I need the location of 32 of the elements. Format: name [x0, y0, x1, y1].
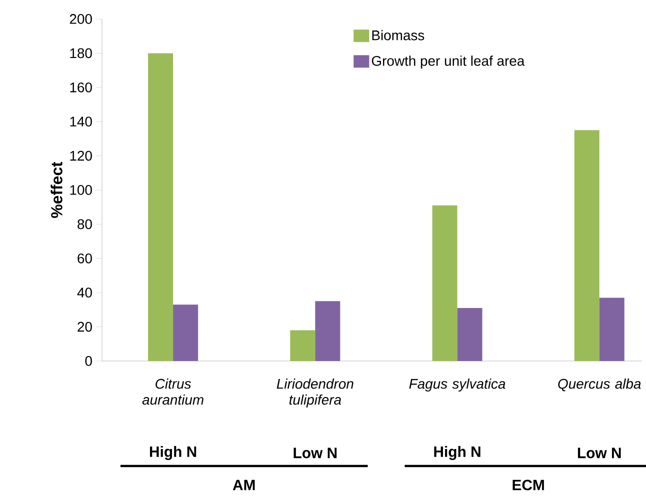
text: Low N — [578, 448, 621, 458]
text: High N — [434, 446, 480, 460]
legend-label: Growth per unit leaf area — [372, 56, 525, 69]
bar — [574, 130, 600, 361]
bar — [173, 304, 198, 361]
y-tick-label: 0 — [85, 356, 92, 366]
text: ECM — [512, 480, 544, 490]
x-tick-label: Fagus sylvatica — [409, 378, 506, 392]
text: Low N — [294, 448, 337, 458]
bar — [432, 205, 458, 361]
bar — [457, 308, 482, 361]
x-tick-label: Liriodendron tulipifera — [276, 378, 354, 408]
bar — [148, 53, 174, 361]
bar — [599, 298, 624, 361]
bar — [290, 330, 316, 361]
text: High N — [150, 446, 196, 460]
y-tick-label: 40 — [77, 288, 92, 298]
y-tick-label: 80 — [78, 219, 92, 230]
y-tick-label: 120 — [70, 150, 92, 161]
legend-label: Biomass — [372, 30, 424, 40]
y-tick-label: 100 — [70, 185, 92, 195]
y-tick-label: 200 — [70, 14, 92, 24]
x-tick-label: Quercus alba — [558, 378, 641, 392]
text: AM — [232, 480, 255, 490]
y-tick-label: 60 — [78, 253, 92, 264]
y-tick-label: 160 — [70, 82, 92, 92]
bar — [315, 301, 340, 361]
y-tick-label: 180 — [70, 48, 92, 58]
y-axis-title: %effect — [50, 162, 62, 218]
y-tick-label: 20 — [78, 322, 92, 332]
y-tick-label: 140 — [70, 116, 92, 127]
x-tick-label: Citrus aurantium — [142, 378, 204, 405]
